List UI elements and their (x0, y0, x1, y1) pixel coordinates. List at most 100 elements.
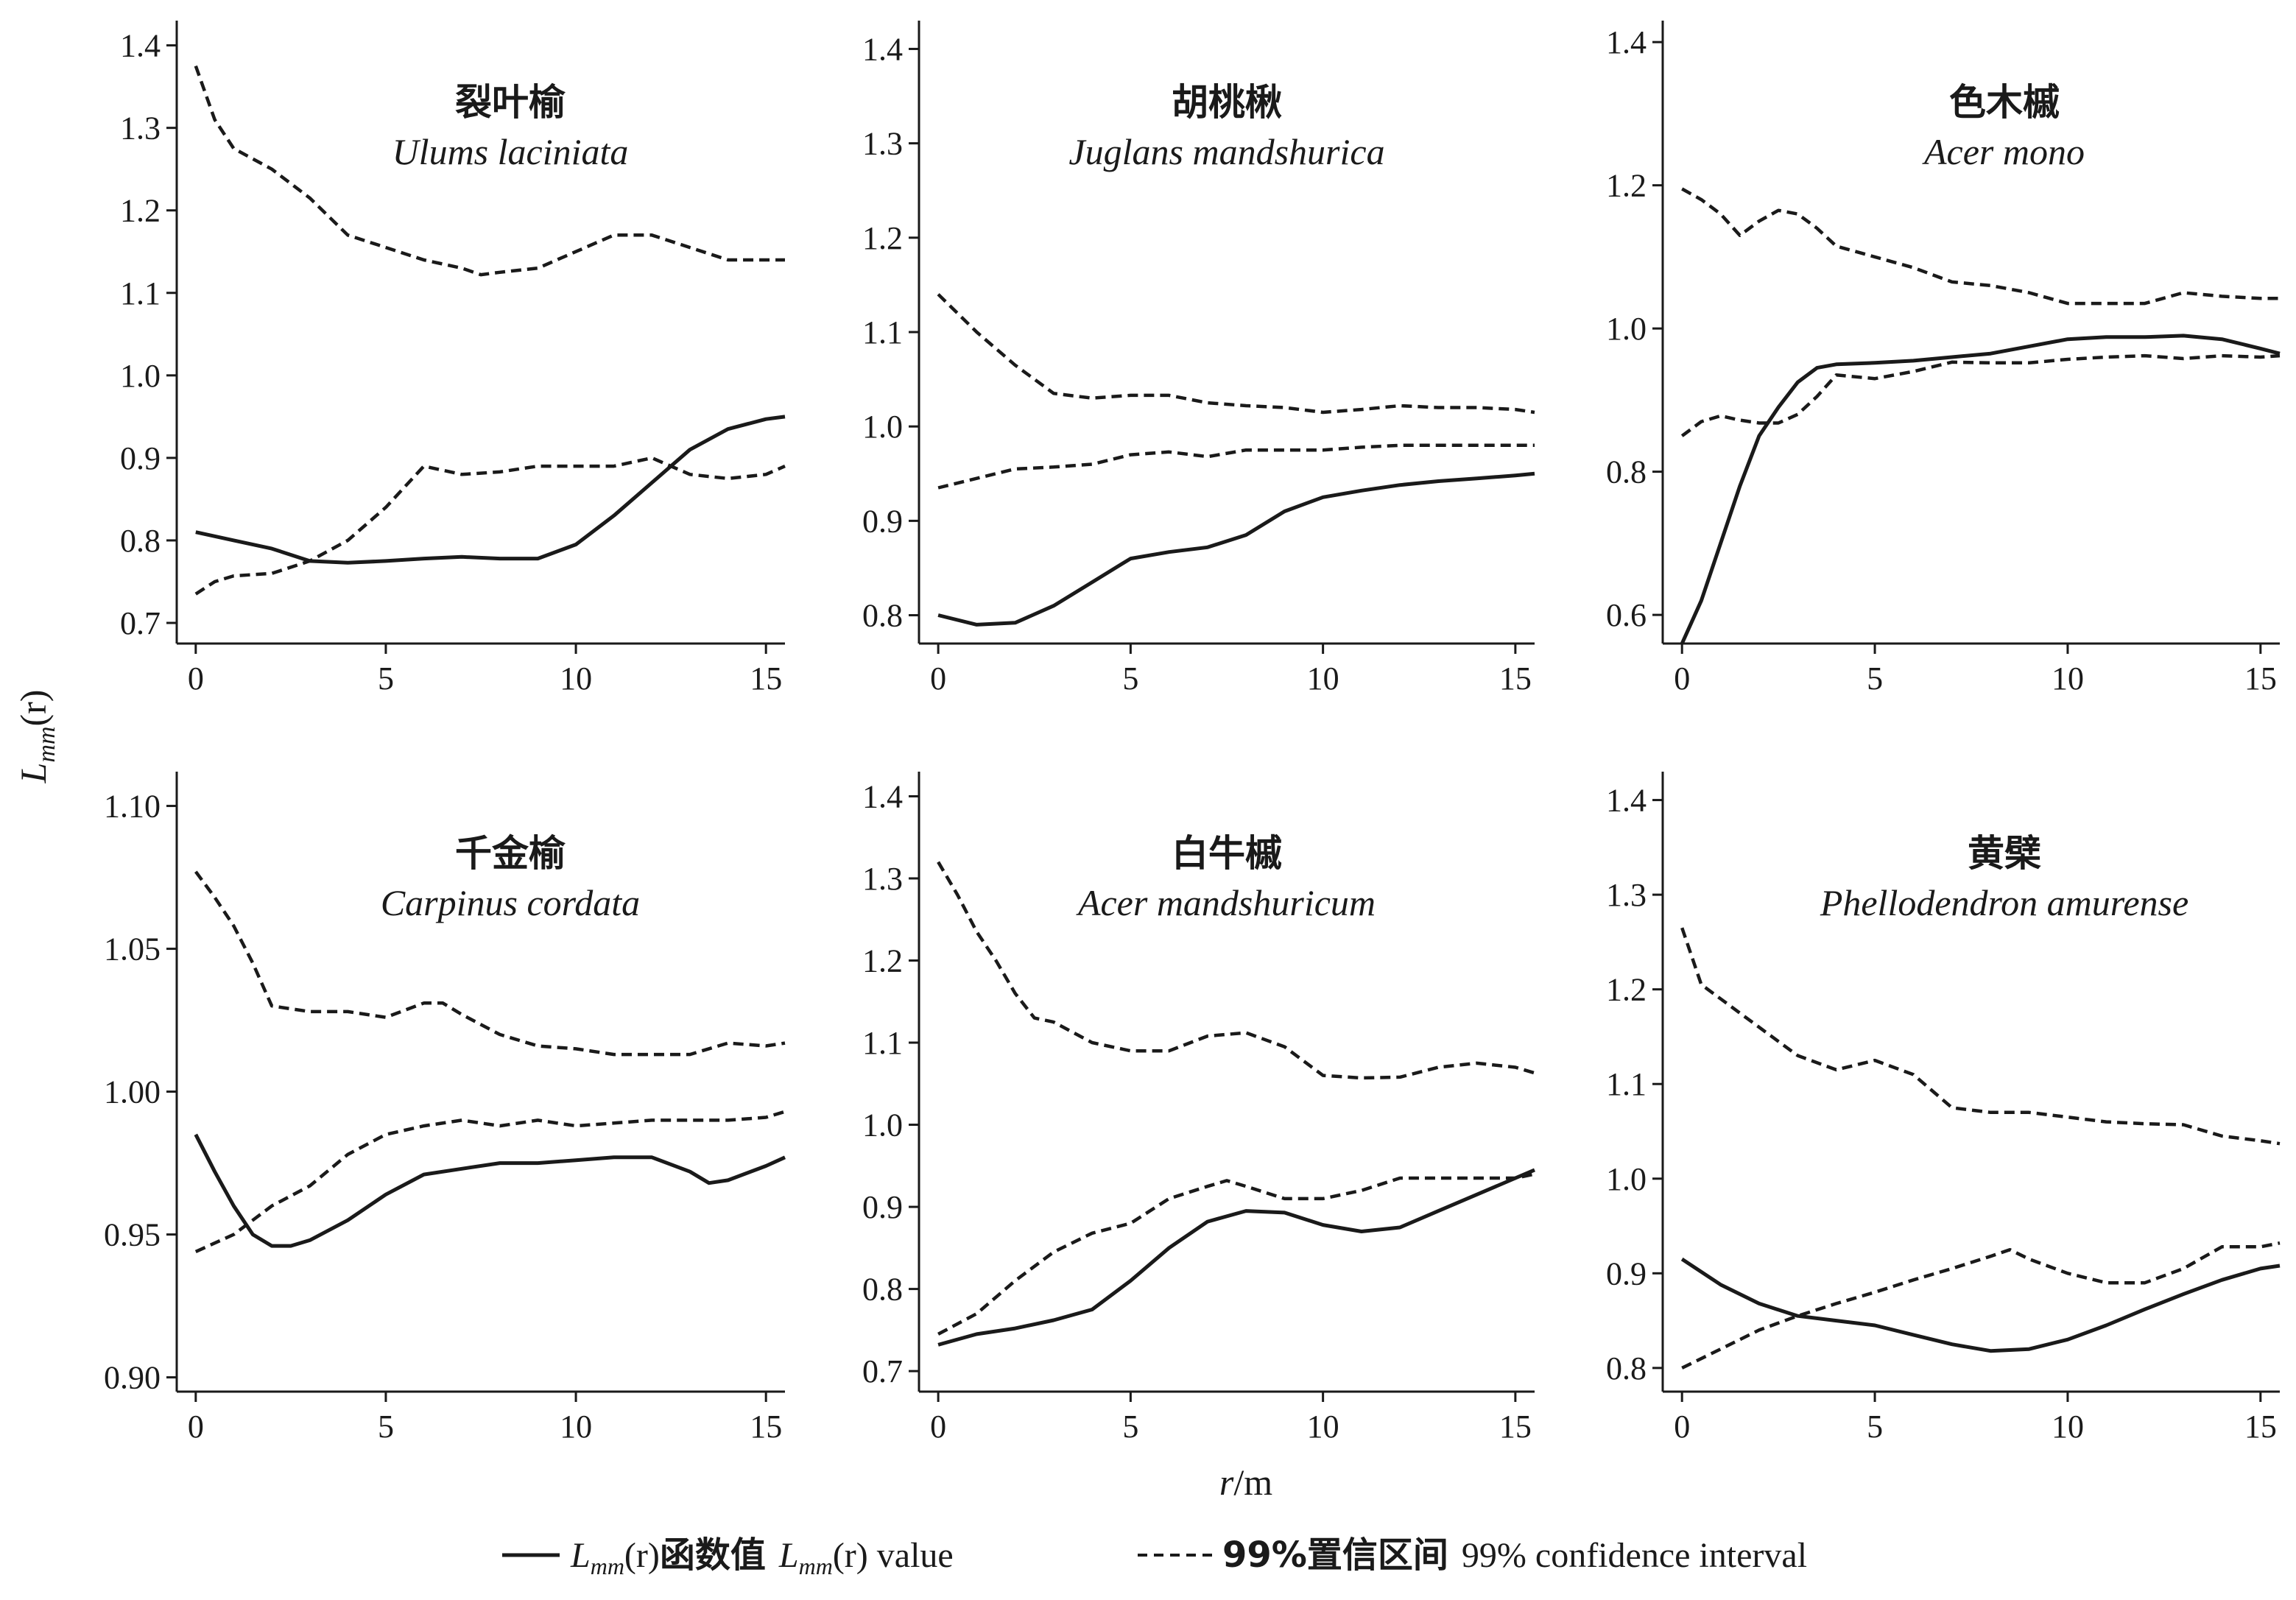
y-tick-label: 0.9 (120, 440, 161, 476)
legend: Lmm(r)函数值 Lmm(r) value 99%置信区间 99% confide… (502, 1534, 1807, 1579)
series-upper-line (937, 861, 1535, 1080)
series-value-line (937, 471, 1535, 627)
x-tick-label: 0 (930, 660, 946, 697)
y-tick-label: 0.7 (120, 605, 161, 641)
panel-3: 0.6 0.8 1.0 1.2 1.4 0 5 10 15 色木槭 Acer mono (1606, 21, 2281, 697)
panel-title-cn: 胡桃楸 (1172, 81, 1282, 124)
y-tick-label: 0.9 (1606, 1255, 1647, 1291)
x-tick-label: 10 (1307, 660, 1339, 697)
x-tick-label: 15 (750, 1409, 782, 1445)
series-upper-line (937, 293, 1535, 415)
series-lower-line (937, 1172, 1535, 1336)
y-tick-label: 0.8 (1606, 454, 1647, 490)
x-tick-label: 10 (560, 660, 592, 697)
y-tick-label: 1.10 (104, 789, 161, 825)
y-tick-label: 0.95 (104, 1217, 161, 1253)
series-group (1680, 927, 2281, 1370)
x-tick-label: 5 (1867, 1409, 1883, 1445)
y-tick-label: 1.4 (862, 31, 903, 67)
y-tick-label: 1.0 (120, 358, 161, 394)
panel-title-cn: 白牛槭 (1172, 832, 1282, 875)
x-tick-label: 15 (1499, 660, 1532, 697)
series-lower-line (194, 1110, 786, 1253)
y-tick-label: 1.0 (1606, 311, 1647, 347)
series-group (937, 293, 1535, 627)
series-value-line (194, 1133, 786, 1248)
panel-title-cn: 裂叶榆 (455, 81, 566, 124)
panel-title-en: Phellodendron amurense (1820, 882, 2188, 923)
panels: 0.7 0.8 0.9 1.0 1.1 1.2 1.3 1.4 0 5 10 15 裂叶榆 Ulums l… (104, 21, 2281, 1445)
x-tick-label: 15 (750, 660, 782, 697)
series-value-line (937, 1168, 1535, 1347)
panel-2: 0.8 0.9 1.0 1.1 1.2 1.3 1.4 0 5 10 15 胡桃楸 Juglans ma… (862, 21, 1535, 697)
y-tick-label: 0.8 (1606, 1350, 1647, 1386)
x-tick-label: 10 (560, 1409, 592, 1445)
y-tick-label: 0.9 (862, 503, 903, 539)
y-tick-label: 1.2 (120, 193, 161, 229)
x-tick-label: 10 (2052, 1409, 2084, 1445)
series-lower-line (1680, 353, 2281, 437)
panel-6: 0.8 0.9 1.0 1.1 1.2 1.3 1.4 0 5 10 15 黄檗 Phellodendr… (1606, 772, 2281, 1445)
panel-title-cn: 黄檗 (1968, 832, 2041, 875)
x-tick-label: 10 (2052, 660, 2084, 697)
y-tick-label: 1.1 (862, 1025, 903, 1061)
panel-title-en: Ulums laciniata (392, 131, 629, 172)
panel-title-en: Acer mono (1922, 131, 2085, 172)
y-tick-label: 1.4 (120, 28, 161, 64)
series-lower-line (1681, 1241, 2281, 1370)
series-upper-line (1680, 927, 2281, 1146)
x-tick-label: 5 (378, 1409, 394, 1445)
y-tick-label: 1.1 (1606, 1066, 1647, 1102)
y-tick-label: 0.90 (104, 1360, 161, 1396)
series-value-line (1680, 1257, 2281, 1353)
x-tick-label: 0 (1674, 660, 1690, 697)
series-upper-line (194, 870, 786, 1057)
x-tick-label: 5 (1867, 660, 1883, 697)
series-group (937, 861, 1535, 1347)
y-tick-label: 1.4 (862, 778, 903, 814)
y-tick-label: 1.05 (104, 931, 161, 968)
y-tick-label: 1.3 (862, 861, 903, 897)
y-tick-label: 0.9 (862, 1189, 903, 1225)
x-tick-label: 15 (2244, 660, 2277, 697)
panel-5: 0.7 0.8 0.9 1.0 1.1 1.2 1.3 1.4 0 5 10 15 白牛槭 Acer ma… (862, 772, 1535, 1445)
y-axis-label: Lmm(r) (13, 690, 60, 784)
y-tick-label: 1.00 (104, 1074, 161, 1110)
y-tick-label: 0.8 (120, 523, 161, 559)
panel-1: 0.7 0.8 0.9 1.0 1.1 1.2 1.3 1.4 0 5 10 15 裂叶榆 Ulums l… (120, 21, 786, 697)
series-value-line (195, 415, 786, 565)
x-tick-label: 0 (1674, 1409, 1690, 1445)
x-tick-label: 0 (188, 660, 204, 697)
x-axis-label: r/m (1219, 1462, 1272, 1503)
series-value-line (1680, 334, 2281, 645)
y-tick-label: 1.2 (862, 943, 903, 979)
x-tick-label: 0 (188, 1409, 204, 1445)
y-tick-label: 1.2 (1606, 972, 1647, 1008)
y-tick-label: 1.2 (862, 220, 903, 256)
y-tick-label: 1.1 (862, 314, 903, 350)
x-tick-label: 5 (1122, 660, 1138, 697)
y-tick-label: 1.3 (120, 110, 161, 147)
series-group (1680, 187, 2281, 645)
y-tick-label: 1.0 (1606, 1161, 1647, 1197)
x-tick-label: 15 (1499, 1409, 1532, 1445)
panel-title-cn: 千金榆 (455, 832, 566, 875)
y-tick-label: 1.4 (1606, 783, 1647, 819)
y-tick-label: 1.1 (120, 275, 161, 311)
y-tick-label: 1.3 (1606, 877, 1647, 913)
legend-dashed-label: 99%置信区间 99% confidence interval (1222, 1534, 1807, 1576)
x-tick-label: 15 (2244, 1409, 2277, 1445)
y-tick-label: 0.7 (862, 1353, 903, 1389)
x-tick-label: 0 (930, 1409, 946, 1445)
series-upper-line (1681, 187, 2280, 306)
y-tick-label: 1.3 (862, 126, 903, 162)
x-tick-label: 10 (1307, 1409, 1339, 1445)
panel-title-en: Acer mandshuricum (1076, 882, 1376, 923)
y-tick-label: 1.0 (862, 409, 903, 445)
y-tick-label: 0.8 (862, 598, 903, 634)
panel-title-en: Carpinus cordata (381, 882, 640, 923)
y-tick-label: 1.2 (1606, 168, 1647, 204)
series-lower-line (194, 456, 786, 596)
y-tick-label: 0.8 (862, 1272, 903, 1308)
